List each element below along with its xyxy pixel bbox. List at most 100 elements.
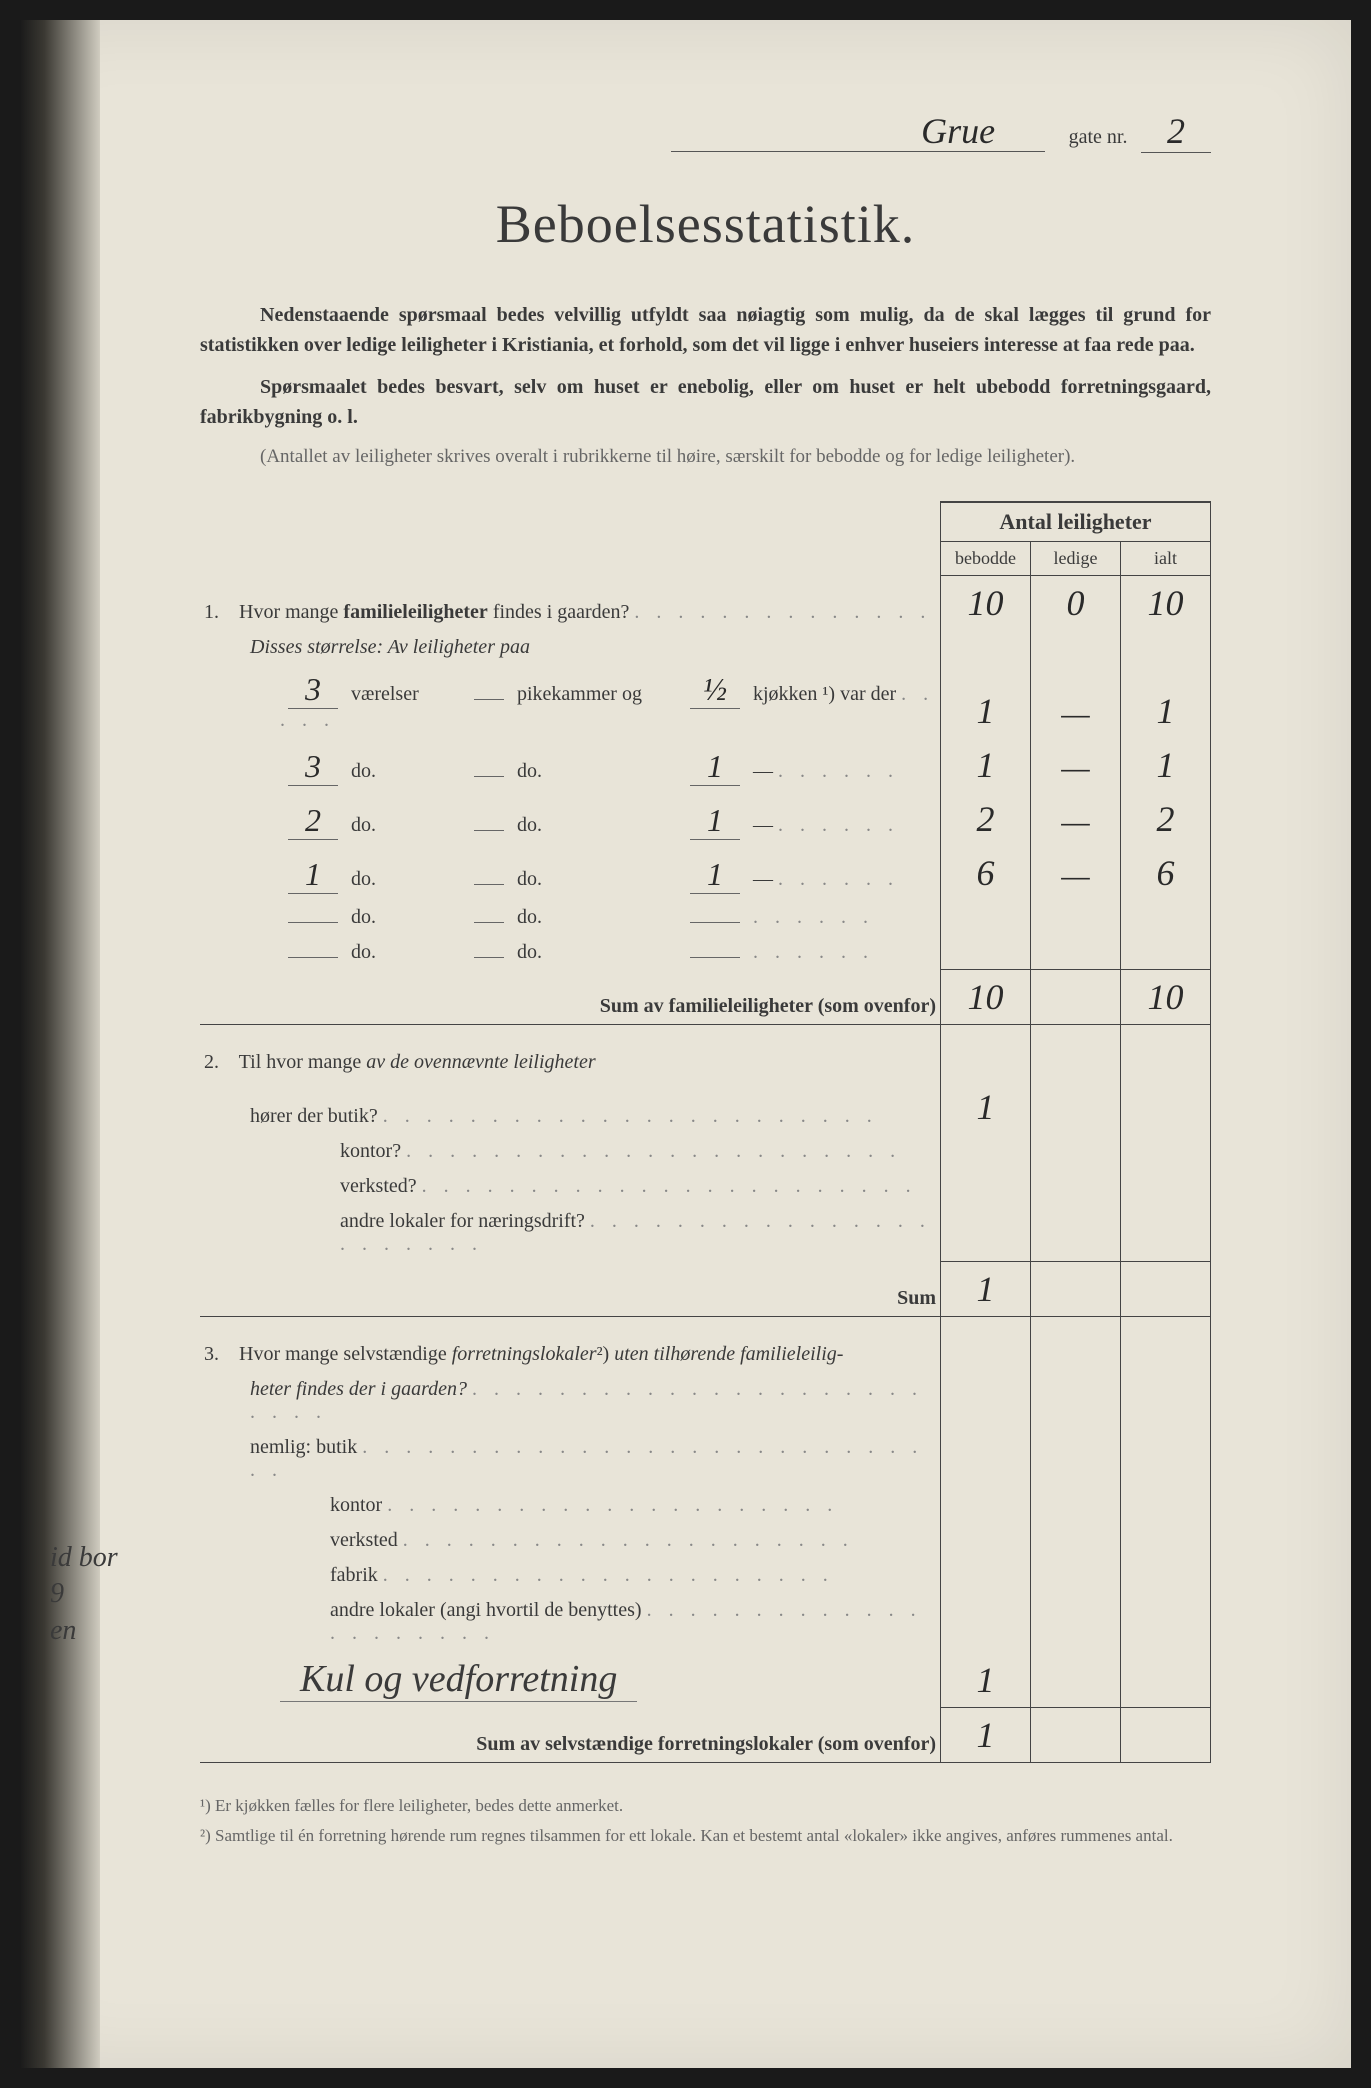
q1-text: Hvor mange familieleiligheter findes i g…	[239, 601, 629, 623]
q1-row-pike: ½	[690, 671, 740, 709]
dots: . . . . . . . . . . . . . . . . . . . . …	[403, 1529, 854, 1551]
q1-row-i: 1	[1157, 691, 1175, 731]
q3-num: 3.	[204, 1343, 234, 1366]
q2-sum-b: 1	[977, 1269, 995, 1309]
dots: . . . . . . . . . . . . . . . . . . . . …	[383, 1105, 878, 1127]
q2-row-b: 1	[977, 1087, 995, 1127]
address-header: Grue gate nr. 2	[200, 110, 1211, 153]
street-name: Grue	[671, 111, 1045, 152]
q2-num: 2.	[204, 1051, 234, 1074]
document-page: id bor 9 en Grue gate nr. 2 Beboelsessta…	[20, 20, 1351, 2068]
dots: . . . . . . . . . . . . . .	[634, 601, 931, 623]
dots: . . . . . .	[753, 941, 874, 963]
intro-paragraph-2: Spørsmaalet bedes besvart, selv om huset…	[200, 372, 1211, 432]
intro1-text: Nedenstaaende spørsmaal bedes velvillig …	[200, 304, 1211, 356]
q1-row-vaer: 1	[288, 856, 338, 894]
q1-row-i: 1	[1157, 745, 1175, 785]
q3-text1: Hvor mange selvstændige forretningslokal…	[239, 1343, 843, 1365]
q3-row-label: fabrik	[330, 1564, 378, 1586]
q1-bebodde: 10	[968, 583, 1004, 623]
q1-sum-i: 10	[1148, 977, 1184, 1017]
q1-row-vaer: 3	[288, 748, 338, 786]
q1-row-pike: 1	[690, 802, 740, 840]
q2-row-label: hører der butik?	[250, 1105, 378, 1127]
q1-row-lbl1: værelser	[351, 683, 461, 706]
col-ialt: ialt	[1121, 541, 1211, 575]
q1-row-b: 6	[977, 853, 995, 893]
margin-note: id bor 9 en	[50, 1540, 118, 1649]
q1-row-vaer: 3	[288, 671, 338, 709]
q2-row-label: kontor?	[340, 1140, 401, 1162]
q1-row-vaer	[288, 957, 338, 958]
q1-row-lbl3: —	[753, 868, 773, 890]
dots: . . . . . . . . . . . . . . . . . . . . …	[422, 1175, 917, 1197]
q3-sum-label: Sum av selvstændige forretningslokaler (…	[200, 1708, 941, 1763]
page-title: Beboelsesstatistik.	[200, 193, 1211, 255]
q1-ledige: 0	[1067, 583, 1085, 623]
q1-row-lbl2: do.	[517, 760, 677, 783]
q3-row-label: kontor	[330, 1494, 382, 1516]
q1-row-l: —	[1061, 803, 1089, 839]
margin-line-3: en	[50, 1613, 118, 1649]
q1-row-vaer: 2	[288, 802, 338, 840]
q1-row-lbl2: pikekammer og	[517, 683, 677, 706]
q1-sum-b: 10	[968, 977, 1004, 1017]
book-binding	[20, 20, 100, 2068]
q3-nemlig: nemlig:	[250, 1436, 311, 1458]
intro2-text: Spørsmaalet bedes besvart, selv om huset…	[200, 376, 1211, 428]
q1-row-b: 1	[977, 745, 995, 785]
q1-row-b: 2	[977, 799, 995, 839]
q1-row-vaer	[288, 922, 338, 923]
q1-row-lbl1: do.	[351, 868, 461, 891]
q1-row-l: —	[1061, 749, 1089, 785]
footnotes: ¹) Er kjøkken fælles for flere leilighet…	[200, 1793, 1211, 1848]
q1-row-i: 6	[1157, 853, 1175, 893]
q3-row-label: butik	[316, 1436, 357, 1458]
footnote-2: ²) Samtlige til én forretning hørende ru…	[200, 1823, 1211, 1849]
q1-row-lbl2: do.	[517, 906, 677, 929]
q1-row-b: 1	[977, 691, 995, 731]
q3-sum-b: 1	[977, 1715, 995, 1755]
gate-label: gate nr.	[1069, 126, 1128, 148]
q1-row-lbl3: —	[753, 814, 773, 836]
q1-sublabel: Disses størrelse: Av leiligheter paa	[250, 636, 530, 658]
dots: . . . . . .	[778, 814, 899, 836]
note-paragraph: (Antallet av leiligheter skrives overalt…	[200, 444, 1211, 471]
q1-row-lbl2: do.	[517, 814, 677, 837]
q1-row-i: 2	[1157, 799, 1175, 839]
margin-line-2: 9	[50, 1576, 118, 1612]
q1-row-lbl1: do.	[351, 760, 461, 783]
q1-row-l: —	[1061, 857, 1089, 893]
q3-row-label: andre lokaler (angi hvortil de benyttes)	[330, 1599, 642, 1621]
q2-row-label: verksted?	[340, 1175, 417, 1197]
q1-row-lbl3: —	[753, 760, 773, 782]
q1-sum-label: Sum av familieleiligheter (som ovenfor)	[200, 970, 941, 1025]
q1-row-lbl2: do.	[517, 941, 677, 964]
q1-row-pike	[690, 957, 740, 958]
q1-row-lbl1: do.	[351, 941, 461, 964]
q2-text: Til hvor mange av de ovennævnte leilighe…	[239, 1051, 596, 1073]
q1-row-pike: 1	[690, 748, 740, 786]
statistics-table: Antal leiligheter bebodde ledige ialt 1.…	[200, 501, 1211, 1764]
q2-sum-label: Sum	[200, 1262, 941, 1317]
q1-ialt: 10	[1148, 583, 1184, 623]
q1-num: 1.	[204, 601, 234, 624]
margin-line-1: id bor	[50, 1540, 118, 1576]
intro-paragraph-1: Nedenstaaende spørsmaal bedes velvillig …	[200, 300, 1211, 360]
col-bebodde: bebodde	[941, 541, 1031, 575]
gate-number: 2	[1141, 110, 1211, 153]
q1-row-lbl3: kjøkken ¹) var der	[753, 683, 896, 705]
q2-row-label: andre lokaler for næringsdrift?	[340, 1210, 585, 1232]
q3-text2: heter findes der i gaarden?	[250, 1378, 467, 1400]
dots: . . . . . . . . . . . . . . . . . . . . …	[387, 1494, 838, 1516]
dots: . . . . . .	[778, 760, 899, 782]
q1-row-lbl1: do.	[351, 906, 461, 929]
q3-handwritten: Kul og vedforretning	[280, 1657, 637, 1702]
q1-row-lbl1: do.	[351, 814, 461, 837]
table-header-group: Antal leiligheter	[941, 502, 1211, 542]
col-ledige: ledige	[1031, 541, 1121, 575]
q1-row-pike	[690, 922, 740, 923]
dots: . . . . . . . . . . . . . . . . . . . . …	[383, 1564, 834, 1586]
q1-row-lbl2: do.	[517, 868, 677, 891]
dots: . . . . . .	[753, 906, 874, 928]
